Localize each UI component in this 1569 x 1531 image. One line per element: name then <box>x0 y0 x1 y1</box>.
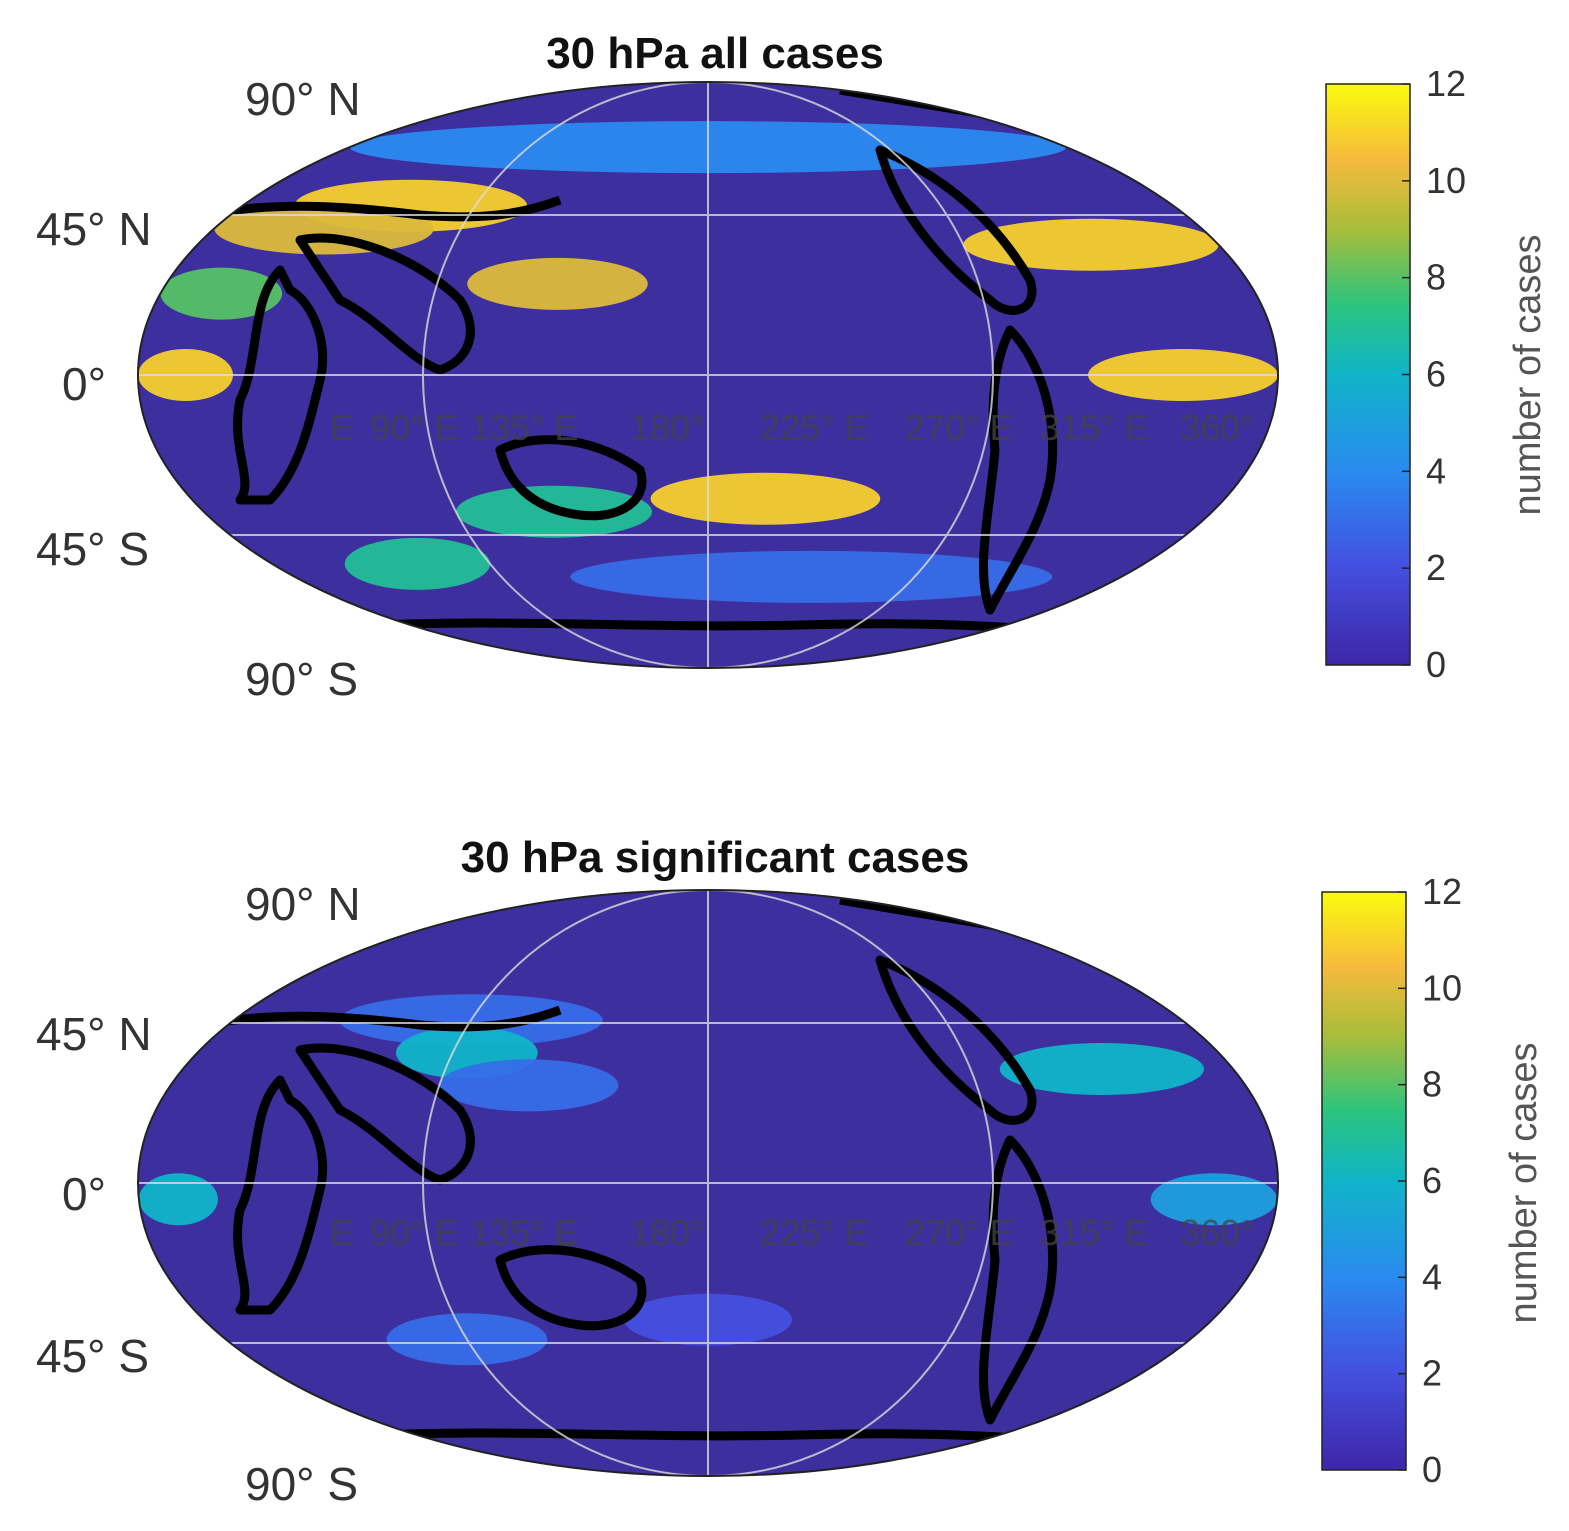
colorbar-tick-label: 0 <box>1422 1449 1442 1490</box>
colorbar-ticks: 0 2 4 6 8 10 12 <box>1398 871 1462 1490</box>
latitude-labels: 90° N 45° N 0° 45° S 90° S <box>36 73 361 705</box>
lat-label-0: 0° <box>62 1168 106 1220</box>
lon-label: 225° E <box>760 407 868 448</box>
lon-label: 180° <box>630 407 704 448</box>
colorbar-tick-label: 8 <box>1422 1064 1442 1105</box>
map-body <box>138 82 1278 668</box>
colorbar-tick-label: 12 <box>1422 871 1462 912</box>
data-band-5 <box>160 267 283 320</box>
colorbar-label: number of cases <box>1503 1043 1545 1324</box>
data-band-10 <box>344 537 491 590</box>
lat-label-90n: 90° N <box>245 73 361 125</box>
lon-label: 180° <box>630 1212 704 1253</box>
data-band-11 <box>570 550 1053 603</box>
data-band-5 <box>138 1173 218 1226</box>
lon-label: 270° E <box>905 407 1013 448</box>
lon-label: 135° E <box>470 407 578 448</box>
lat-label-45n: 45° N <box>36 203 152 255</box>
graticule <box>138 890 1278 1476</box>
data-band-4 <box>467 257 648 310</box>
colorbar-tick-label: 2 <box>1426 547 1446 588</box>
colorbar-tick-label: 0 <box>1426 644 1446 685</box>
map-frame <box>137 889 1279 1477</box>
lat-label-45s: 45° S <box>36 1330 149 1382</box>
latitude-labels: 90° N 45° N 0° 45° S 90° S <box>36 878 361 1510</box>
colorbar-tick-label: 2 <box>1422 1353 1442 1394</box>
lon-label: 135° E <box>470 1212 578 1253</box>
longitude-labels: E 90° E 135° E 180° 225° E 270° E 315° E… <box>330 1212 1254 1253</box>
map-title: 30 hPa significant cases <box>461 833 970 882</box>
colorbar-tick-label: 8 <box>1426 257 1446 298</box>
lat-label-45s: 45° S <box>36 523 149 575</box>
colorbar-tick-label: 10 <box>1426 160 1466 201</box>
map-panel-significant-cases: 30 hPa significant cases <box>0 800 1569 1530</box>
lon-label: 270° E <box>905 1212 1013 1253</box>
data-band-3 <box>439 1059 619 1112</box>
colorbar-tick-label: 12 <box>1426 63 1466 104</box>
data-band-4 <box>1150 1173 1278 1226</box>
lon-label: 360° <box>1180 407 1254 448</box>
lon-label: 315° E <box>1040 1212 1148 1253</box>
colorbar-label: number of cases <box>1507 235 1549 516</box>
map-title: 30 hPa all cases <box>546 29 884 78</box>
data-band-3 <box>963 218 1219 271</box>
colorbar: 0 2 4 6 8 10 12 number of cases <box>1321 871 1545 1490</box>
data-band-2 <box>999 1043 1204 1096</box>
graticule <box>138 82 1278 668</box>
longitude-labels: E 90° E 135° E 180° 225° E 270° E 315° E… <box>330 407 1254 448</box>
colorbar-tick-label: 4 <box>1426 450 1446 491</box>
colorbar-ticks: 0 2 4 6 8 10 12 <box>1402 63 1466 685</box>
colorbar-gradient <box>1321 891 1407 1471</box>
lat-label-90s: 90° S <box>245 1458 358 1510</box>
lon-label: E <box>330 407 354 448</box>
lon-label: 360° <box>1180 1212 1254 1253</box>
map-body <box>138 890 1278 1476</box>
lat-label-90n: 90° N <box>245 878 361 930</box>
colorbar-tick-label: 10 <box>1422 967 1462 1008</box>
lon-label: 225° E <box>760 1212 868 1253</box>
colorbar-gradient <box>1325 83 1411 666</box>
colorbar-tick-label: 4 <box>1422 1256 1442 1297</box>
colorbar: 0 2 4 6 8 10 12 number of cases <box>1325 63 1549 685</box>
map-frame <box>137 81 1279 669</box>
lat-label-0: 0° <box>62 358 106 410</box>
colorbar-tick-label: 6 <box>1426 354 1446 395</box>
map-figure-significant: 30 hPa significant cases <box>36 833 1545 1510</box>
data-band-8 <box>650 472 881 525</box>
lon-label: 90° E <box>370 1212 458 1253</box>
lon-label: E <box>330 1212 354 1253</box>
lon-label: 315° E <box>1040 407 1148 448</box>
map-panel-all-cases: 30 hPa all cases <box>0 0 1569 730</box>
lon-label: 90° E <box>370 407 458 448</box>
lat-label-90s: 90° S <box>245 653 358 705</box>
lat-label-45n: 45° N <box>36 1008 152 1060</box>
map-figure-all: 30 hPa all cases <box>36 29 1549 705</box>
colorbar-tick-label: 6 <box>1422 1160 1442 1201</box>
